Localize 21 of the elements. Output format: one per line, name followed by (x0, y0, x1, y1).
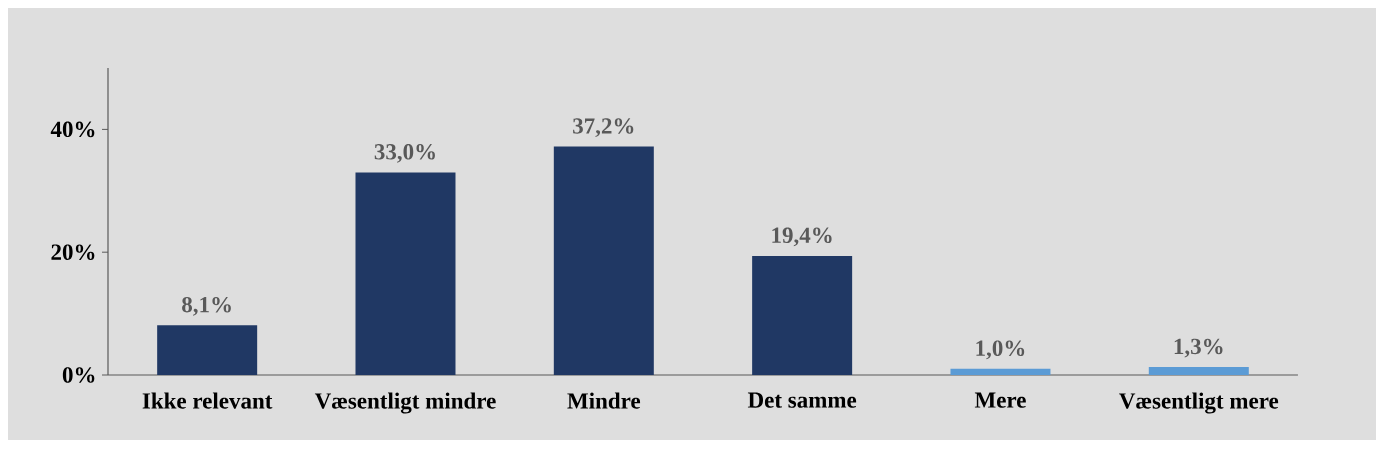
bar (157, 325, 258, 375)
x-tick-label: Mindre (567, 392, 641, 409)
x-tick-label: Ikke relevant (142, 392, 273, 409)
bar (355, 172, 456, 375)
x-tick-label: Væsentligt mindre (314, 392, 496, 414)
bar (1148, 367, 1249, 375)
x-tick-label: Mere (974, 392, 1026, 408)
data-label: 1,0% (976, 340, 1025, 360)
data-label: 1,3% (1174, 338, 1223, 358)
y-tick-label: 0% (62, 367, 95, 383)
x-tick-label: Væsentligt mere (1119, 392, 1279, 414)
y-tick-label: 40% (50, 121, 95, 138)
data-label: 37,2% (573, 118, 634, 138)
bar (752, 255, 853, 375)
y-tick-label: 20% (51, 244, 95, 260)
bar (950, 368, 1051, 375)
data-label: 19,4% (772, 227, 832, 247)
x-tick-label: Det samme (747, 392, 857, 408)
data-label: 33,0% (374, 144, 435, 163)
bar (553, 146, 654, 375)
data-label: 8,1% (182, 296, 231, 316)
